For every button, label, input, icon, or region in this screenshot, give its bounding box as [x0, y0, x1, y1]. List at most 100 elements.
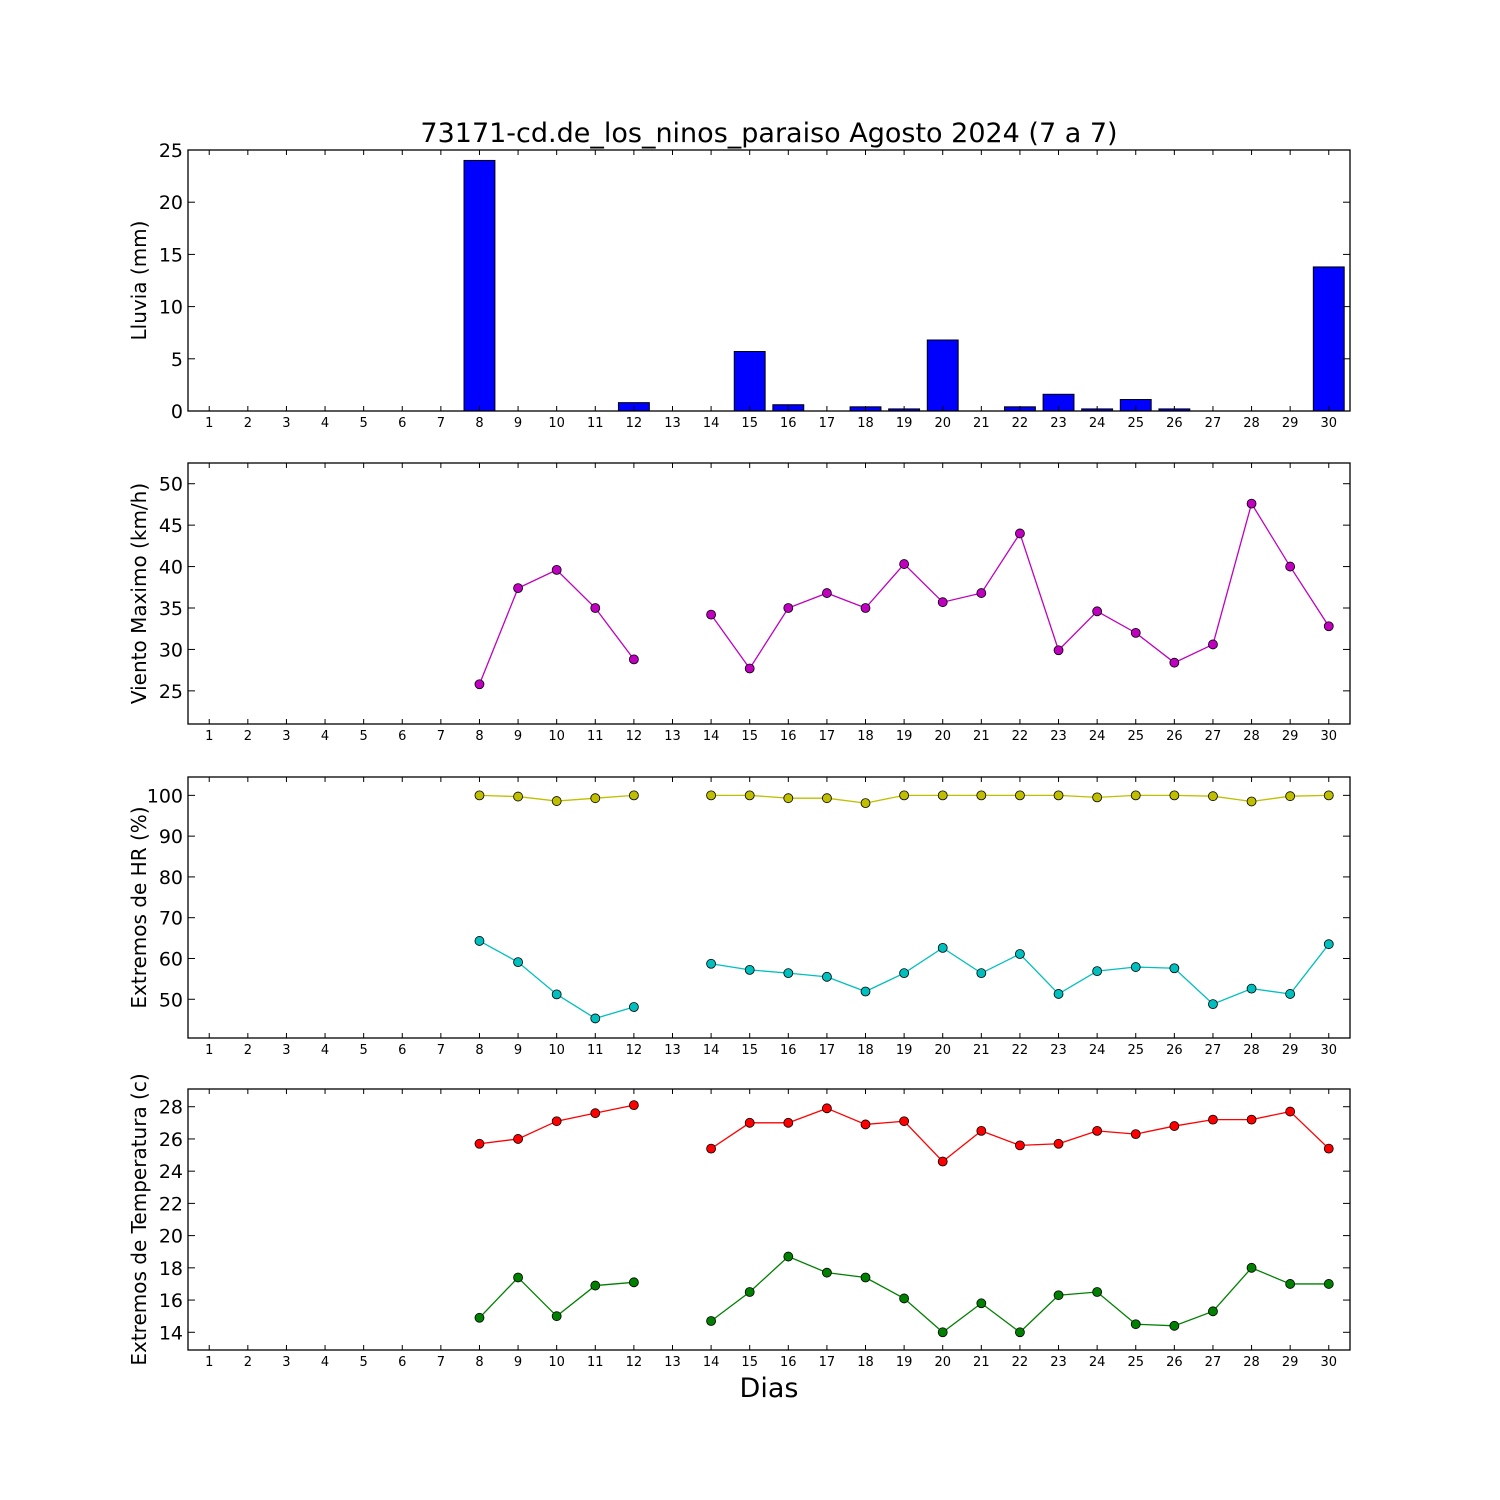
temperature-x-tick-label-22: 22: [1012, 1355, 1029, 1370]
temperature-x-tick-label-24: 24: [1089, 1355, 1106, 1370]
humidity-series-2-point-11: [590, 1013, 601, 1024]
wind-series-1-point-12: [628, 654, 639, 665]
rain-bar-15: [733, 350, 766, 412]
humidity-y-tick-label-100: 100: [147, 785, 183, 807]
humidity-series-2-point-29: [1285, 989, 1296, 999]
wind-x-tick-label-18: 18: [857, 729, 874, 744]
wind-series-1-point-14: [706, 609, 716, 620]
humidity-x-tick-label-29: 29: [1282, 1043, 1299, 1058]
temperature-series-2-point-26: [1169, 1320, 1180, 1331]
temperature-series-1-point-11: [590, 1108, 601, 1119]
temperature-series-2-point-18: [860, 1272, 871, 1283]
wind-x-tick-label-17: 17: [819, 729, 836, 744]
wind-axes-frame: [187, 462, 1351, 725]
wind-series-1-point-24: [1092, 606, 1103, 617]
temperature-series-2-point-17: [822, 1267, 832, 1278]
temperature-series-1-point-30: [1323, 1143, 1334, 1154]
rain-bar-20: [926, 339, 959, 412]
rain-x-tick-label-23: 23: [1050, 416, 1067, 431]
temperature-series-1-point-28: [1246, 1114, 1257, 1125]
humidity-x-tick-label-7: 7: [437, 1043, 445, 1058]
rain-x-tick-label-11: 11: [587, 416, 604, 431]
temperature-x-tick-label-11: 11: [587, 1355, 604, 1370]
temperature-series-1-point-16: [783, 1117, 794, 1128]
temperature-series-1-point-12: [628, 1100, 639, 1111]
wind-x-tick-label-1: 1: [205, 729, 213, 744]
temperature-x-tick-label-29: 29: [1282, 1355, 1299, 1370]
humidity-series-1-point-25: [1130, 790, 1141, 801]
temperature-series-1-point-23: [1053, 1138, 1064, 1149]
humidity-series-2-point-25: [1130, 962, 1141, 972]
temperature-y-tick-label-26: 26: [159, 1129, 183, 1151]
temperature-x-tick-label-17: 17: [819, 1355, 836, 1370]
humidity-series-1-point-10: [551, 796, 562, 806]
wind-series-1-point-15: [744, 663, 755, 674]
humidity-x-tick-label-12: 12: [626, 1043, 643, 1058]
humidity-series-1-point-29: [1285, 791, 1296, 802]
humidity-series-2-point-14: [706, 958, 716, 969]
rain-x-tick-label-2: 2: [244, 416, 252, 431]
wind-x-tick-label-27: 27: [1205, 729, 1222, 744]
temperature-series-1-point-27: [1208, 1114, 1218, 1125]
temperature-y-tick-label-16: 16: [159, 1290, 183, 1312]
wind-series-1-point-16: [783, 603, 794, 613]
humidity-axes-frame: [187, 776, 1351, 1039]
humidity-x-tick-label-19: 19: [896, 1043, 913, 1058]
humidity-x-tick-label-14: 14: [703, 1043, 720, 1058]
humidity-series-1-point-24: [1092, 792, 1103, 803]
humidity-series-1-point-28: [1246, 796, 1257, 807]
humidity-series-2-point-19: [899, 968, 910, 979]
humidity-x-tick-label-20: 20: [934, 1043, 951, 1058]
rain-bar-8: [463, 159, 496, 412]
wind-x-tick-label-8: 8: [475, 729, 483, 744]
wind-x-tick-label-3: 3: [282, 729, 290, 744]
temperature-x-tick-label-10: 10: [548, 1355, 565, 1370]
temperature-x-tick-label-8: 8: [475, 1355, 483, 1370]
wind-series-1-point-19: [899, 559, 910, 569]
temperature-series-2-point-21: [976, 1298, 987, 1309]
temperature-series-1-point-17: [822, 1103, 832, 1114]
rain-x-tick-label-14: 14: [703, 416, 720, 431]
wind-series-1-point-30: [1323, 621, 1334, 632]
rain-x-tick-label-20: 20: [934, 416, 951, 431]
temperature-y-tick-label-24: 24: [159, 1161, 183, 1183]
temperature-y-tick-label-14: 14: [159, 1322, 183, 1344]
temperature-y-tick-label-18: 18: [159, 1258, 183, 1280]
humidity-series-1-point-12: [628, 790, 639, 801]
temperature-x-tick-label-12: 12: [626, 1355, 643, 1370]
humidity-series-1-point-18: [860, 798, 871, 808]
rain-x-tick-label-3: 3: [282, 416, 290, 431]
x-axis-label: Dias: [740, 1373, 799, 1404]
humidity-x-tick-label-26: 26: [1166, 1043, 1183, 1058]
humidity-x-tick-label-5: 5: [360, 1043, 368, 1058]
temperature-x-tick-label-4: 4: [321, 1355, 329, 1370]
temperature-series-2-point-27: [1208, 1306, 1218, 1317]
wind-series-1-point-23: [1053, 645, 1064, 656]
rain-x-tick-label-13: 13: [664, 416, 681, 431]
wind-y-tick-label-35: 35: [159, 598, 183, 620]
temperature-series-1-point-20: [937, 1156, 948, 1167]
humidity-series-2-point-16: [783, 968, 794, 979]
humidity-series-1-point-23: [1053, 790, 1064, 801]
wind-series-1-point-29: [1285, 561, 1296, 572]
temperature-series-1-point-8: [474, 1138, 485, 1149]
temperature-axes-frame: [187, 1088, 1351, 1351]
temperature-series-2-point-24: [1092, 1287, 1103, 1297]
temperature-x-tick-label-15: 15: [741, 1355, 758, 1370]
humidity-y-tick-label-90: 90: [159, 826, 183, 848]
temperature-panel: Extremos de Temperatura (c) 1416182022242…: [127, 1073, 1351, 1370]
rain-x-tick-label-30: 30: [1320, 416, 1337, 431]
wind-x-tick-label-7: 7: [437, 729, 445, 744]
wind-series-1-point-17: [822, 588, 832, 598]
humidity-x-tick-label-10: 10: [548, 1043, 565, 1058]
humidity-series-2-point-8: [474, 936, 485, 946]
humidity-series-2-point-23: [1053, 989, 1064, 999]
humidity-x-tick-label-15: 15: [741, 1043, 758, 1058]
temperature-series-2-point-11: [590, 1280, 601, 1291]
wind-y-axis-label: Viento Maximo (km/h): [127, 483, 151, 704]
humidity-series-1-point-9: [513, 791, 523, 802]
